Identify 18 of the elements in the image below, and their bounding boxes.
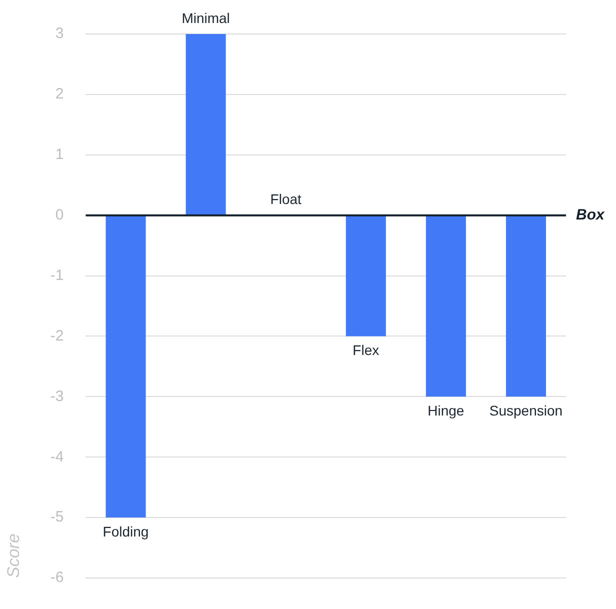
x-tick-label: Hinge	[428, 402, 464, 419]
y-tick-label: 3	[55, 25, 64, 42]
x-tick-label: Folding	[102, 523, 149, 540]
y-axis-title: Score	[4, 534, 23, 578]
x-tick-label: Float	[270, 191, 302, 208]
y-tick-label: -6	[50, 569, 64, 586]
y-tick-label: 1	[55, 146, 64, 164]
x-tick-label: Flex	[352, 342, 380, 358]
y-tick-label: -1	[50, 266, 64, 284]
y-tick-label: -5	[50, 508, 64, 526]
y-tick-label: -4	[50, 448, 64, 466]
y-tick-label: -3	[50, 388, 64, 405]
y-tick-label: 0	[55, 206, 64, 224]
x-tick-label: Minimal	[182, 10, 230, 26]
y-tick-label: 2	[55, 86, 64, 103]
ref-line-label: Box	[576, 206, 605, 224]
x-tick-label: Suspension	[489, 402, 563, 419]
y-tick-label: -2	[50, 327, 64, 344]
